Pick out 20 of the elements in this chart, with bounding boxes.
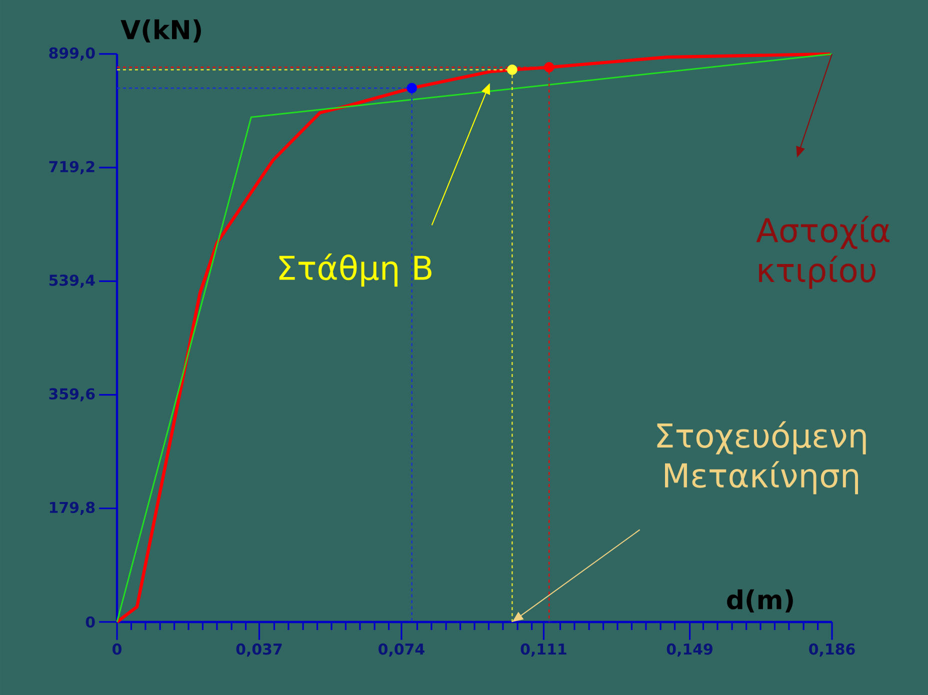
y-axis-title: V(kN) <box>120 19 201 42</box>
y-tick-label: 899,0 <box>49 47 95 61</box>
x-tick-label: 0,149 <box>666 643 712 657</box>
x-tick-label: 0,074 <box>378 643 424 657</box>
x-tick-label: 0,186 <box>809 643 855 657</box>
annotation: Αστοχία κτιρίου <box>756 216 890 289</box>
y-tick-label: 359,6 <box>49 388 95 402</box>
y-tick-label: 0 <box>86 616 95 628</box>
y-tick-label: 719,2 <box>49 160 94 174</box>
y-tick-label: 179,8 <box>50 502 95 515</box>
annotation: Στοχευόμενη Μετακίνηση <box>657 421 866 494</box>
x-axis-title: d(m) <box>727 589 793 612</box>
x-tick-label: 0 <box>112 643 122 655</box>
point <box>406 82 418 94</box>
annotation: Στάθμη Β <box>279 253 432 287</box>
x-tick-label: 0,037 <box>236 643 282 657</box>
x-tick-label: 0,111 <box>520 643 566 657</box>
y-tick-label: 539,4 <box>49 274 95 288</box>
point <box>507 64 518 75</box>
point <box>544 62 554 72</box>
